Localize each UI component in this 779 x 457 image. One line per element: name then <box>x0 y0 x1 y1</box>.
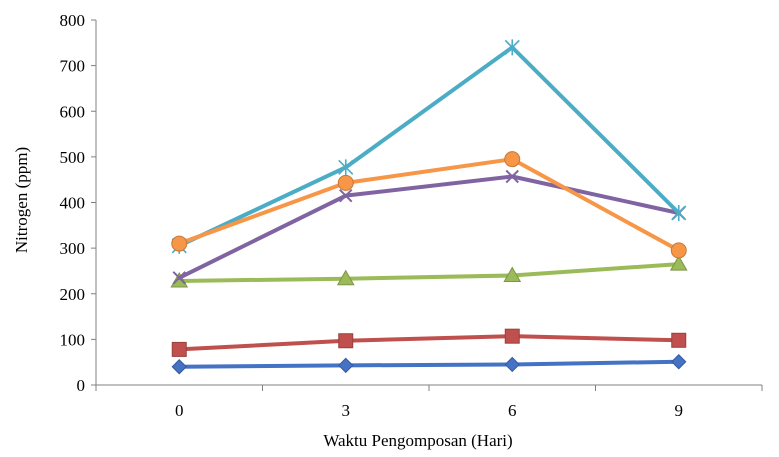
data-point-2 <box>338 159 354 176</box>
series-1-line <box>177 359 681 369</box>
data-point-2 <box>339 188 353 203</box>
data-point-4 <box>670 242 687 259</box>
data-point-3 <box>504 39 520 56</box>
series-4 <box>172 169 686 285</box>
series-layer <box>170 39 688 375</box>
x-tick-label: 6 <box>508 401 517 420</box>
y-tick-label: 700 <box>60 57 86 76</box>
data-point-1 <box>172 271 186 285</box>
series-1 <box>171 354 687 375</box>
data-point-3 <box>504 328 520 344</box>
series-3-line <box>177 262 681 283</box>
y-tick-label: 800 <box>60 11 86 30</box>
data-point-2 <box>337 174 354 191</box>
data-point-1 <box>170 271 189 288</box>
series-6 <box>171 151 687 259</box>
data-point-3 <box>504 151 521 168</box>
data-point-4 <box>669 255 688 271</box>
y-tick-label: 500 <box>60 148 86 167</box>
y-axis-title: Nitrogen (ppm) <box>12 147 31 253</box>
series-5-line <box>177 45 681 248</box>
y-tick-label: 400 <box>60 194 86 213</box>
y-axis: 0 100 200 300 400 500 600 700 800 <box>60 11 97 395</box>
series-5 <box>171 39 687 254</box>
data-point-1 <box>171 235 188 252</box>
data-point-4 <box>671 332 687 348</box>
x-axis-title: Waktu Pengomposan (Hari) <box>323 431 512 450</box>
y-tick-label: 0 <box>77 376 86 395</box>
series-4-line <box>177 174 681 280</box>
data-point-3 <box>504 356 520 373</box>
series-2 <box>171 328 687 357</box>
series-2-line <box>177 334 681 352</box>
data-point-3 <box>503 266 522 282</box>
x-axis: 0 3 6 9 <box>95 384 763 420</box>
x-tick-label: 9 <box>675 401 684 420</box>
data-point-4 <box>671 204 687 221</box>
y-tick-label: 600 <box>60 102 86 121</box>
data-point-2 <box>336 269 355 286</box>
x-tick-label: 3 <box>342 401 351 420</box>
series-3 <box>170 255 688 288</box>
series-6-line <box>177 157 681 253</box>
data-point-1 <box>171 341 187 357</box>
data-point-1 <box>171 359 187 375</box>
data-point-4 <box>671 354 687 370</box>
y-tick-label: 100 <box>60 330 86 349</box>
y-tick-label: 300 <box>60 239 86 258</box>
x-tick-label: 0 <box>175 401 184 420</box>
data-point-2 <box>338 333 354 349</box>
y-tick-label: 200 <box>60 285 86 304</box>
data-point-3 <box>505 169 519 184</box>
data-point-2 <box>338 357 354 374</box>
